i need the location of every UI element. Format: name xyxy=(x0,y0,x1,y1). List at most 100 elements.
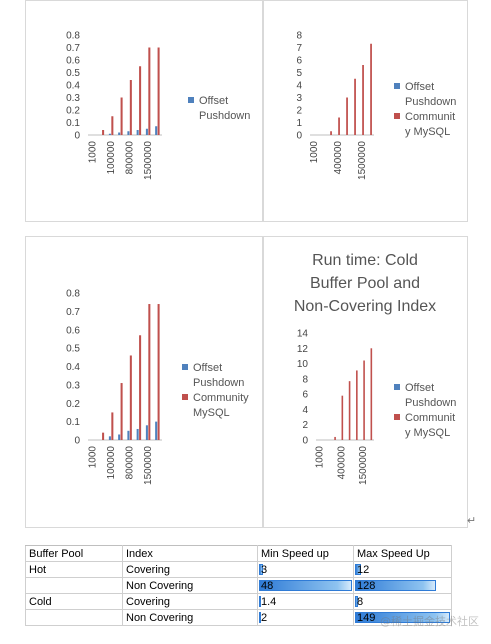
cell-index: Covering xyxy=(122,593,258,610)
y-tick-label: 2 xyxy=(302,420,308,431)
y-tick-label: 0.1 xyxy=(66,417,80,428)
cell-buffer-pool: Hot xyxy=(25,561,123,578)
bar xyxy=(370,43,372,135)
legend-label: Offset xyxy=(405,382,434,394)
y-tick-label: 0.7 xyxy=(66,307,80,318)
x-tick-label: 800000 xyxy=(125,141,136,175)
watermark: @稀土掘金技术社区 xyxy=(380,615,479,628)
bar xyxy=(129,355,132,440)
legend-swatch xyxy=(394,113,400,119)
legend-swatch xyxy=(188,97,194,103)
y-tick-label: 0.8 xyxy=(66,31,80,42)
y-tick-label: 12 xyxy=(297,344,309,355)
chart-panel-2: 0 1 2 3 4 5 6 7 8 1000 400000 1500000 Offset Pushdown… xyxy=(263,0,468,222)
legend-label: y MySQL xyxy=(405,427,450,439)
x-tick-label: 1000 xyxy=(88,446,99,469)
speedup-table: Buffer Pool Index Min Speed up Max Speed… xyxy=(25,545,452,626)
y-tick-label: 14 xyxy=(297,329,309,340)
max-speed-bar xyxy=(355,564,361,575)
legend-label: MySQL xyxy=(193,407,230,419)
bar xyxy=(334,436,336,440)
min-speed-bar xyxy=(259,612,261,623)
chart-title: Run time: Cold xyxy=(312,252,418,269)
table-header-row: Buffer Pool Index Min Speed up Max Speed… xyxy=(25,545,452,562)
y-tick-label: 2 xyxy=(296,106,302,117)
cell-max-speed-up: 8 xyxy=(353,593,452,610)
bar xyxy=(155,126,158,135)
bar xyxy=(120,97,123,135)
x-tick-label: 400000 xyxy=(336,446,347,480)
bar xyxy=(330,131,332,135)
bar xyxy=(348,381,351,440)
legend-label: Communit xyxy=(405,412,455,424)
bar xyxy=(157,47,160,135)
max-speed-bar xyxy=(355,596,359,607)
bar xyxy=(354,78,356,135)
bar xyxy=(148,47,151,135)
y-tick-label: 6 xyxy=(296,56,302,67)
bar xyxy=(363,360,365,440)
bar xyxy=(136,428,139,440)
legend-swatch xyxy=(182,394,188,400)
bar xyxy=(145,128,148,135)
cell-min-speed-up: 3 xyxy=(257,561,354,578)
legend-swatch xyxy=(394,83,400,89)
cell-index: Non Covering xyxy=(122,609,258,626)
legend-label: Communit xyxy=(405,111,455,123)
header-buffer-pool: Buffer Pool xyxy=(25,545,123,562)
y-tick-label: 0.5 xyxy=(66,344,80,355)
x-tick-label: 1500000 xyxy=(357,141,368,180)
y-tick-label: 0.4 xyxy=(66,81,80,92)
y-tick-label: 0.8 xyxy=(66,289,80,300)
bar xyxy=(346,97,348,135)
y-tick-label: 0 xyxy=(74,131,80,142)
bar xyxy=(118,434,121,440)
legend-label: Offset xyxy=(405,81,434,93)
x-tick-label: 1500000 xyxy=(143,141,154,180)
y-tick-label: 0.2 xyxy=(66,106,80,117)
legend-label: Pushdown xyxy=(193,377,244,389)
table-row: Non Covering 2 149 xyxy=(25,609,452,626)
chart-panel-1: 0 0.1 0.2 0.3 0.4 0.5 0.6 0.7 0.8 1000 100000 80000… xyxy=(25,0,263,222)
y-tick-label: 8 xyxy=(302,374,308,385)
x-tick-label: 1000 xyxy=(309,141,320,164)
legend-label: Community xyxy=(193,392,249,404)
header-max-speed-up: Max Speed Up xyxy=(353,545,452,562)
x-tick-label: 1000 xyxy=(88,141,99,164)
legend-label: Pushdown xyxy=(199,110,250,122)
chart-4: Run time: Cold Buffer Pool and Non-Coverin… xyxy=(294,252,457,485)
min-speed-bar xyxy=(259,596,261,607)
bar xyxy=(370,348,373,440)
legend-label: Offset xyxy=(199,95,228,107)
y-tick-label: 4 xyxy=(296,81,302,92)
x-tick-label: 100000 xyxy=(106,141,117,175)
bar xyxy=(338,117,340,135)
y-tick-label: 0.6 xyxy=(66,325,80,336)
paragraph-mark: ↵ xyxy=(467,515,477,527)
bar xyxy=(127,430,130,440)
y-tick-label: 3 xyxy=(296,93,302,104)
cell-buffer-pool xyxy=(25,609,123,626)
chart-panel-4: Run time: Cold Buffer Pool and Non-Coverin… xyxy=(263,236,468,528)
min-speed-bar xyxy=(259,580,352,591)
legend-label: y MySQL xyxy=(405,126,450,138)
cell-max-speed-up: 12 xyxy=(353,561,452,578)
legend-swatch xyxy=(394,384,400,390)
bar xyxy=(108,436,111,440)
bar xyxy=(148,304,151,440)
bar xyxy=(139,66,142,135)
table-row: Hot Covering 3 12 xyxy=(25,561,452,578)
y-tick-label: 0.2 xyxy=(66,399,80,410)
bar xyxy=(129,80,132,135)
cell-buffer-pool xyxy=(25,577,123,594)
cell-min-speed-up: 1.4 xyxy=(257,593,354,610)
y-tick-label: 0.3 xyxy=(66,93,80,104)
bar xyxy=(127,131,130,135)
x-tick-label: 1500000 xyxy=(143,446,154,485)
bar xyxy=(120,383,123,440)
table-row: Cold Covering 1.4 8 xyxy=(25,593,452,610)
y-tick-label: 4 xyxy=(302,405,308,416)
bar xyxy=(356,370,358,440)
header-min-speed-up: Min Speed up xyxy=(257,545,354,562)
bar xyxy=(108,133,111,135)
